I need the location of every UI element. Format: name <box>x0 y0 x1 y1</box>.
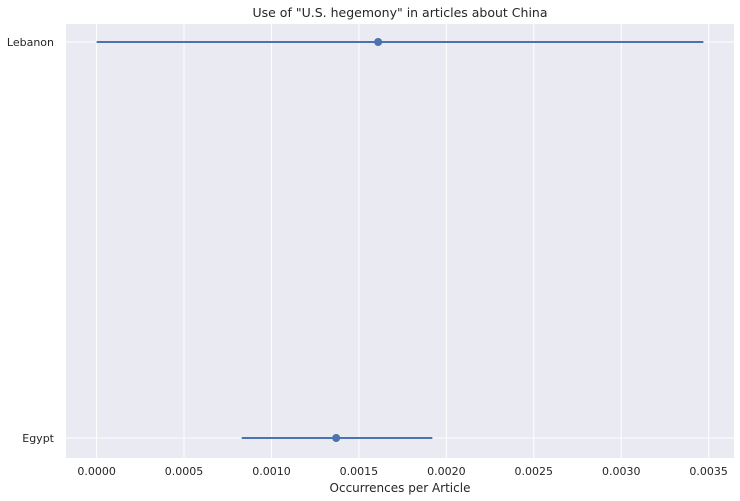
x-tick-label: 0.0010 <box>252 465 291 478</box>
data-series <box>96 38 704 442</box>
x-tick-label: 0.0025 <box>515 465 554 478</box>
data-point-egypt <box>332 434 341 442</box>
x-tick-label: 0.0005 <box>165 465 204 478</box>
x-axis-label: Occurrences per Article <box>330 481 471 495</box>
y-tick-label: Egypt <box>22 432 54 445</box>
x-tick-label: 0.0035 <box>689 465 728 478</box>
x-tick-label: 0.0015 <box>340 465 379 478</box>
x-tick-label: 0.0000 <box>77 465 116 478</box>
data-point-lebanon <box>374 38 383 46</box>
x-tick-label: 0.0030 <box>602 465 641 478</box>
chart-title: Use of "U.S. hegemony" in articles about… <box>252 5 547 20</box>
y-tick-labels: Lebanon Egypt <box>7 36 55 445</box>
plot-area <box>66 24 734 458</box>
x-tick-label: 0.0020 <box>427 465 466 478</box>
y-tick-label: Lebanon <box>7 36 54 49</box>
x-tick-labels: 0.0000 0.0005 0.0010 0.0015 0.0020 0.0025 0.00… <box>77 465 728 478</box>
